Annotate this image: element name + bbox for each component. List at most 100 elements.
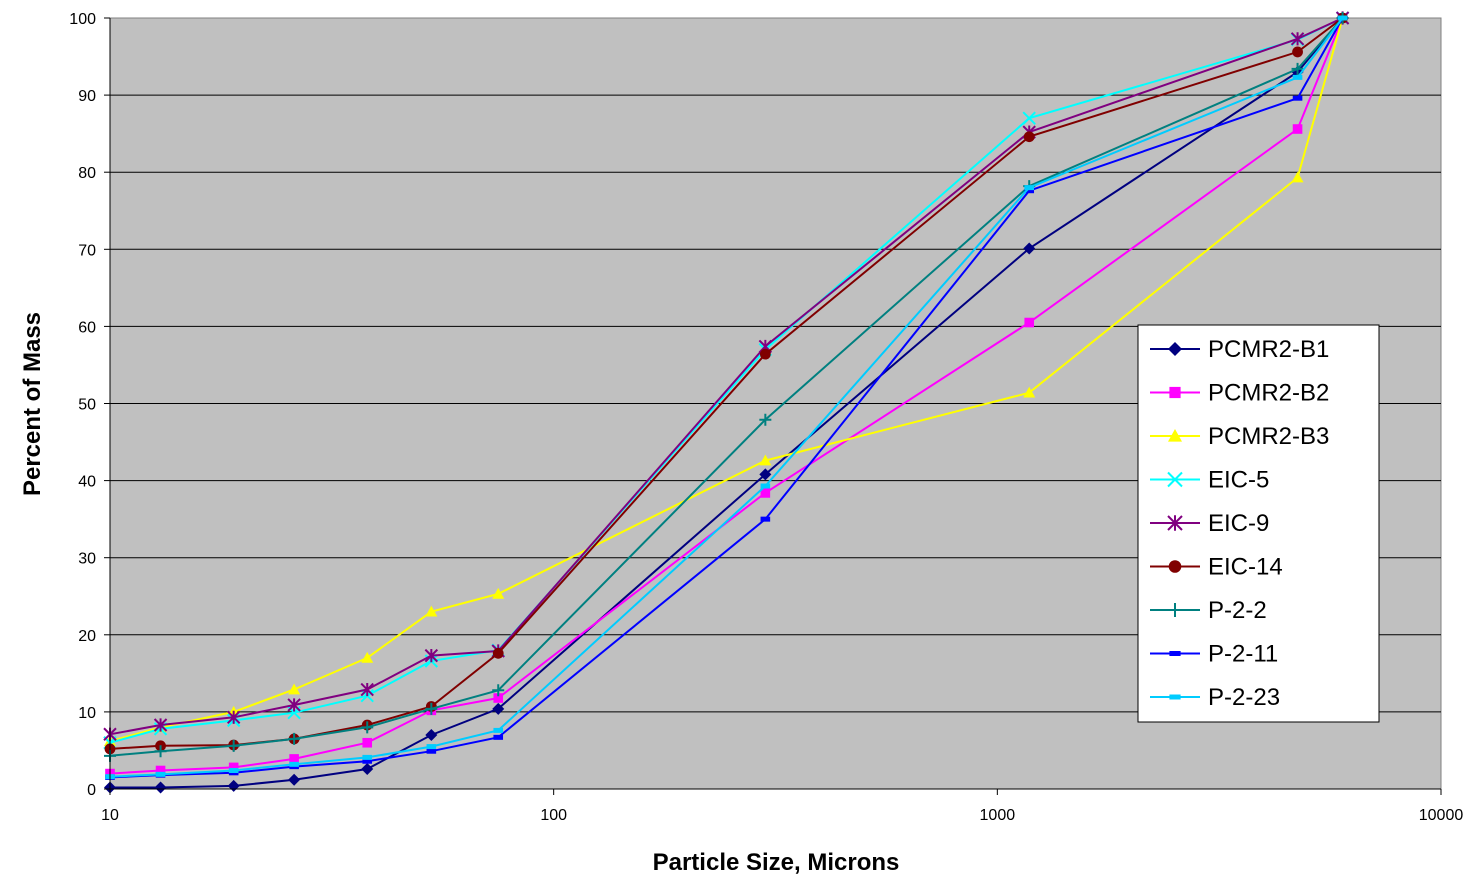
data-point: [1291, 62, 1304, 75]
x-axis-title: Particle Size, Microns: [653, 849, 900, 876]
data-point: [760, 488, 771, 498]
legend-label: PCMR2-B2: [1208, 380, 1329, 407]
data-point: [155, 765, 166, 776]
data-point: [425, 702, 438, 715]
legend-marker: [1167, 515, 1183, 531]
data-point: [492, 684, 505, 697]
data-point: [426, 748, 437, 754]
data-point: [759, 454, 772, 466]
data-point: [1337, 15, 1348, 21]
data-point: [1022, 111, 1036, 125]
data-point: [493, 734, 504, 740]
y-axis-ticks: 0 10 20 30 40 50 60 70 80 90 100: [69, 11, 111, 799]
y-tick-label: 30: [78, 551, 96, 568]
legend-label: PCMR2-B1: [1208, 336, 1329, 363]
legend-item: P-2-11: [1150, 641, 1278, 668]
legend-item: PCMR2-B2: [1150, 380, 1329, 407]
data-point: [228, 762, 239, 773]
data-point: [361, 762, 374, 775]
data-point: [1292, 124, 1303, 134]
data-point: [1290, 32, 1305, 46]
data-point: [361, 721, 374, 734]
data-point: [1024, 185, 1035, 191]
y-tick-label: 60: [78, 319, 96, 336]
legend-item: EIC-14: [1150, 554, 1283, 581]
data-point: [289, 754, 299, 764]
data-point: [492, 702, 505, 715]
legend-label: P-2-2: [1208, 597, 1267, 624]
legend-marker: [1167, 471, 1183, 488]
y-tick-label: 70: [78, 242, 96, 259]
data-point: [1023, 386, 1036, 398]
legend-item: EIC-9: [1150, 510, 1269, 537]
legend-marker: [1168, 342, 1182, 356]
legend-item: EIC-5: [1150, 467, 1269, 494]
data-point: [227, 739, 240, 752]
legend: PCMR2-B1 PCMR2-B2 PCMR2-B3 EIC-5 EIC-9 EIC-14…: [1137, 324, 1380, 723]
data-point: [228, 767, 239, 773]
data-point: [288, 732, 301, 745]
series-eic-9: [103, 11, 1350, 741]
legend-label: EIC-14: [1208, 554, 1283, 581]
x-tick-label: 10: [101, 807, 119, 824]
series-layer: [103, 11, 1350, 794]
data-point: [493, 727, 504, 733]
data-point: [154, 781, 167, 794]
data-point: [1292, 95, 1303, 101]
data-point: [1292, 74, 1303, 80]
legend-marker: [1169, 386, 1181, 399]
legend-label: EIC-5: [1208, 467, 1269, 494]
data-point: [493, 693, 504, 703]
data-point: [362, 758, 373, 764]
y-tick-label: 40: [78, 474, 96, 491]
data-point: [155, 771, 166, 777]
legend-item: PCMR2-B1: [1150, 336, 1329, 363]
legend-label: P-2-23: [1208, 684, 1280, 711]
legend-marker: [1168, 429, 1182, 442]
legend-marker: [1168, 603, 1182, 617]
y-axis-title: Percent of Mass: [19, 312, 46, 496]
data-point: [154, 745, 167, 758]
data-point: [492, 647, 504, 659]
data-point: [759, 348, 771, 360]
data-point: [361, 651, 374, 663]
data-point: [424, 648, 439, 663]
data-point: [1023, 242, 1036, 255]
legend-item: P-2-2: [1150, 597, 1267, 624]
data-point: [1024, 188, 1035, 194]
data-point: [226, 710, 241, 725]
data-point: [425, 729, 438, 742]
data-point: [426, 744, 437, 750]
legend-label: EIC-9: [1208, 510, 1269, 537]
data-point: [362, 737, 373, 748]
data-point: [360, 682, 374, 697]
data-point: [362, 754, 373, 760]
y-tick-label: 0: [87, 782, 96, 799]
data-point: [425, 605, 438, 617]
data-point: [288, 773, 301, 786]
y-tick-label: 50: [78, 397, 96, 414]
data-point: [1291, 171, 1304, 183]
x-tick-label: 1000: [980, 807, 1016, 824]
y-tick-label: 90: [78, 88, 96, 105]
data-point: [492, 587, 505, 599]
data-point: [759, 413, 772, 426]
legend-label: P-2-11: [1208, 641, 1278, 668]
data-point: [1023, 131, 1035, 143]
data-point: [760, 483, 771, 489]
data-point: [153, 718, 168, 732]
x-axis-ticks: 10 100 1000 10000: [101, 788, 1463, 824]
data-point: [759, 468, 772, 481]
data-point: [287, 698, 301, 712]
legend-marker: [1169, 651, 1181, 656]
y-tick-label: 80: [78, 165, 96, 182]
data-point: [760, 516, 771, 522]
data-point: [288, 683, 301, 695]
legend-item: PCMR2-B3: [1150, 423, 1329, 450]
legend-label: PCMR2-B3: [1208, 423, 1329, 450]
legend-marker: [1169, 694, 1181, 700]
legend-item: P-2-23: [1150, 684, 1280, 711]
y-tick-label: 100: [69, 11, 96, 28]
data-point: [1292, 46, 1303, 58]
y-tick-label: 20: [78, 628, 96, 645]
